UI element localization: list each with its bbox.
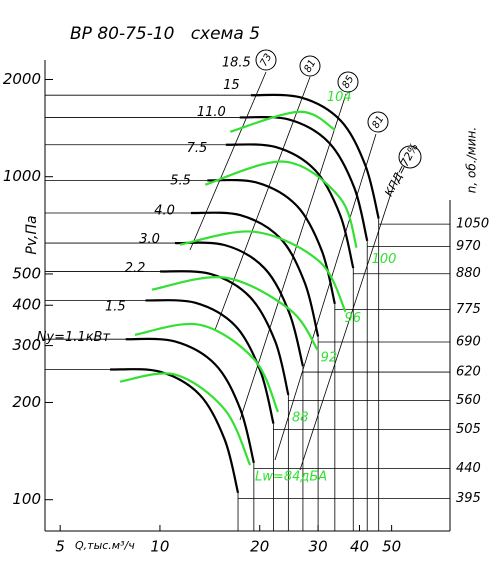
efficiency-circle xyxy=(398,145,422,169)
fan-curve xyxy=(225,143,355,269)
y-tick-label: 1000 xyxy=(3,167,41,185)
x-tick-label: 30 xyxy=(309,538,328,556)
y-tick-label: 400 xyxy=(12,296,41,314)
fan-curve xyxy=(145,299,275,424)
x-axis-label: Q,тыс.м³/ч xyxy=(75,539,135,552)
efficiency-circle xyxy=(367,111,389,133)
y-tick-label: 2000 xyxy=(3,70,41,88)
x-tick-label: 40 xyxy=(350,538,369,556)
noise-label: 96 xyxy=(345,311,362,326)
chart-title: ВР 80-75-10 схема 5 xyxy=(70,24,260,44)
ray xyxy=(214,76,311,331)
x-tick-label: 20 xyxy=(250,538,269,556)
power-label: 1.5 xyxy=(105,300,126,315)
y-tick-label: 500 xyxy=(12,264,41,282)
fan-curve xyxy=(125,337,255,464)
noise-curve xyxy=(151,275,319,351)
y2-tick-label: 560 xyxy=(456,393,481,408)
power-label: 3.0 xyxy=(139,232,160,247)
fan-curve xyxy=(207,178,336,305)
y-axis-label: Pv,Па xyxy=(24,215,40,254)
y2-tick-label: 395 xyxy=(456,491,481,506)
y2-tick-label: 505 xyxy=(456,422,481,437)
y2-tick-label: 690 xyxy=(456,335,481,350)
y2-tick-label: 970 xyxy=(456,239,481,254)
noise-curve xyxy=(179,230,347,313)
y-tick-label: 300 xyxy=(12,336,41,354)
efficiency-circle xyxy=(337,71,359,93)
power-label: 2.2 xyxy=(125,261,146,276)
ray xyxy=(189,71,267,251)
fan-curve xyxy=(109,368,240,494)
noise-label: Lw=84дБА xyxy=(255,470,327,485)
y2-tick-label: 775 xyxy=(456,302,481,317)
power-label: 18.5 xyxy=(222,56,251,71)
efficiency-circle xyxy=(255,49,277,71)
x-tick-label: 5 xyxy=(55,538,65,556)
fan-curve xyxy=(250,93,380,219)
noise-label: 104 xyxy=(327,90,352,105)
noise-curve xyxy=(119,372,252,466)
y2-tick-label: 620 xyxy=(456,365,481,380)
power-label: 7.5 xyxy=(187,141,208,156)
y2-tick-label: 880 xyxy=(456,266,481,281)
ray xyxy=(299,171,399,471)
y-tick-label: 100 xyxy=(12,490,41,508)
y2-axis-label: n, об./мин. xyxy=(465,127,479,193)
y-tick-label: 200 xyxy=(12,393,41,411)
power-label: 5.5 xyxy=(170,174,191,189)
y2-tick-label: 440 xyxy=(456,461,481,476)
noise-label: 88 xyxy=(292,410,309,425)
power-label: Ny=1.1кВт xyxy=(37,330,111,345)
fan-curve xyxy=(174,241,304,367)
noise-label: 92 xyxy=(321,350,338,365)
noise-curve xyxy=(204,160,358,249)
efficiency-circle xyxy=(299,55,321,77)
x-tick-label: 50 xyxy=(382,538,401,556)
x-tick-label: 10 xyxy=(150,538,169,556)
power-label: 4.0 xyxy=(154,204,175,219)
noise-label: 100 xyxy=(372,252,397,267)
noise-curve xyxy=(134,322,279,413)
ray xyxy=(274,133,377,461)
fan-curve xyxy=(159,270,290,396)
y2-tick-label: 1050 xyxy=(456,217,489,232)
power-label: 11.0 xyxy=(197,105,226,120)
noise-curve xyxy=(229,110,336,133)
power-label: 15 xyxy=(223,78,240,93)
